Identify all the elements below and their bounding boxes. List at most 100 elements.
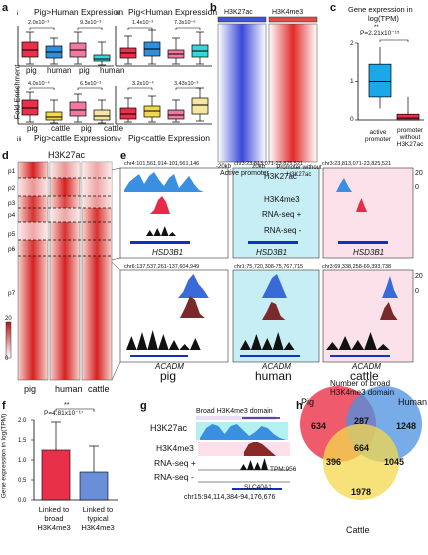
e-human-gene-bar	[248, 241, 298, 244]
e-zoom-line-1	[111, 167, 121, 171]
f-bar-1	[79, 471, 109, 501]
e-bot-coord-human: chr1:75,720,308-75,767,715	[234, 264, 304, 270]
c-title2: log(TPM)	[368, 14, 399, 23]
a-iii-p2: 6.5x10⁻²	[80, 81, 102, 87]
panel-e-letter: e	[120, 150, 127, 162]
h-set-human: Human	[398, 397, 428, 407]
f-cat2: Linked to typical H3K4me3	[81, 505, 115, 532]
c-sig: **	[374, 25, 379, 31]
d-cluster-1-0	[18, 178, 48, 196]
f-cat1: Linked to broad H3K4me3	[37, 505, 71, 532]
panel-d-heatmap	[5, 161, 113, 381]
e-gene-human-b: ACADM	[262, 362, 291, 371]
f-tick-15: 1.5	[18, 438, 27, 444]
d-col-cattle: cattle	[88, 384, 110, 394]
g-track-h3k27ac: H3K27ac	[150, 423, 188, 433]
d-scale-bar	[5, 321, 12, 359]
e-pig-rna	[146, 226, 176, 236]
a-ii-p1: 1.4x10⁻³	[132, 20, 154, 26]
e-top-bg-1	[232, 167, 320, 259]
e-scale-lo: 0	[415, 184, 419, 191]
f-sig: **	[64, 402, 70, 409]
d-col-human: human	[55, 384, 83, 394]
b-heatmap-h3k27ac-active	[218, 24, 266, 162]
g-h3k4me3-peaks	[244, 442, 276, 456]
d-cluster-2-2	[82, 196, 112, 208]
panel-f-letter: f	[2, 400, 6, 412]
e-scale-hi: 20	[415, 170, 423, 177]
panel-c-letter: c	[330, 2, 337, 14]
c-box-0	[368, 63, 392, 98]
e-top-bg-2	[322, 167, 414, 259]
c-tick-0: 0	[350, 116, 354, 123]
e-top-coord-cattle: chr3:23,813,071-23,825,521	[322, 161, 392, 167]
a-ii-title: Pig<Human Expression	[128, 7, 218, 17]
panel-e-tracks	[111, 167, 414, 381]
e-human-b-h3k4me3	[262, 302, 290, 320]
d-col-pig: pig	[24, 384, 37, 394]
a-iii-cat-pig: pig	[27, 124, 38, 133]
b-heatmap-overlay	[269, 24, 317, 162]
a-iv-bracket1	[127, 87, 153, 90]
b-left-tick: -20kb	[216, 164, 232, 170]
panel-h-venn	[300, 386, 422, 500]
a-i-roman: i	[17, 10, 19, 17]
b-colorkey-red	[268, 16, 318, 23]
h-n-human-cattle: 1045	[384, 457, 405, 467]
a-i-bracket1	[29, 27, 55, 30]
a-i-title: Pig>Human Expression	[34, 7, 124, 17]
a-iii-bracket1	[29, 87, 55, 90]
e-human-b-rna	[240, 332, 300, 350]
a-iii-roman: iii	[17, 136, 22, 143]
e-track-h3k4me3: H3K4me3	[264, 195, 300, 204]
e-cattle-h3k4me3	[356, 198, 370, 212]
g-domain-label: Broad H3K4me3 domain	[196, 408, 273, 415]
h-title1: Number of broad	[330, 379, 391, 388]
f-ylabel: Gene expression in log(TPM)	[0, 413, 8, 499]
a-ii-p2: 7.3x10⁻⁶	[174, 20, 196, 26]
panel-a-ylabel: Fold Enrichment	[12, 64, 22, 120]
e-cattle-b-h3k27ac	[382, 276, 402, 298]
d-cluster-5-1	[50, 240, 80, 256]
a-iv-box-3	[191, 97, 209, 115]
g-gene: SLC40A1	[244, 484, 272, 491]
e-gene-human: HSD3B1	[256, 248, 288, 257]
f-bar-0	[41, 449, 71, 501]
c-tick-2: 2	[350, 40, 354, 47]
c-cat2: promoter without H3K27ac	[396, 127, 424, 148]
panel-b-without	[295, 24, 343, 162]
e-pig-gene-bar	[130, 241, 190, 244]
b-right-tick: 20kb	[252, 164, 266, 170]
e-cattle-b-h3k4me3	[380, 302, 402, 320]
a-i-cat-pig: pig	[26, 66, 37, 75]
e-bot-gene-bar-2	[330, 355, 390, 357]
panel-a-boxplots	[17, 26, 212, 125]
d-cluster-3-2	[82, 208, 112, 222]
d-p7: p7	[8, 290, 16, 297]
e-pig-h3k4me3	[150, 196, 174, 214]
c-title1: Gene expression in	[348, 5, 413, 14]
g-h3k27ac-peaks	[200, 424, 286, 440]
f-tick-00: 0.0	[18, 498, 27, 504]
e-track-h3k27ac: H3K27ac	[264, 172, 297, 181]
a-iv-p2: 3.43x10⁻³	[174, 81, 199, 87]
panel-g-letter: g	[140, 400, 147, 412]
panel-d-letter: d	[2, 150, 9, 162]
f-bracket	[55, 408, 95, 412]
e-species-human: human	[255, 369, 292, 383]
panel-c-boxplot	[355, 39, 424, 121]
e-gene-cattle-b: ACADM	[352, 362, 381, 371]
h-set-pig: Pig	[301, 397, 315, 407]
panel-a-letter: a	[2, 2, 9, 14]
d-cluster-2-1	[50, 196, 80, 208]
a-i-box-3	[93, 54, 111, 62]
d-cluster-1-2	[82, 178, 112, 196]
panel-f-barchart	[31, 408, 118, 501]
a-i-cat-human2: human	[100, 66, 125, 75]
c-tick-1: 1	[350, 78, 354, 85]
e-scale-hi-b: 20	[415, 273, 423, 280]
d-p3: p3	[8, 200, 16, 207]
e-zoom-line-4	[111, 361, 121, 381]
h-n-human-only: 1248	[396, 421, 417, 431]
